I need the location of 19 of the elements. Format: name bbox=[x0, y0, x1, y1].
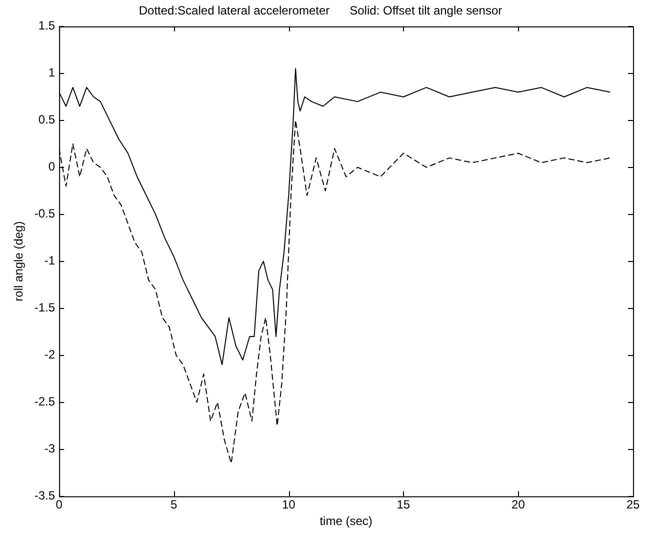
y-tick-label: -1.5 bbox=[34, 300, 56, 315]
y-tick-label: -2.5 bbox=[34, 394, 56, 409]
y-axis-title: roll angle (deg) bbox=[12, 221, 26, 302]
y-tick-label: -2 bbox=[44, 348, 56, 362]
y-tick-label: -3 bbox=[44, 442, 56, 456]
chart-title: Dotted:Scaled lateral accelerometer Solid: Offset tilt angle sensor bbox=[138, 4, 502, 18]
x-axis-title: time (sec) bbox=[320, 514, 372, 528]
x-tick-label: 20 bbox=[512, 498, 526, 512]
y-tick-label: 1 bbox=[48, 66, 56, 80]
x-tick-label: 25 bbox=[626, 498, 640, 512]
x-tick-label: 10 bbox=[282, 498, 296, 512]
y-tick-label: -1 bbox=[44, 254, 56, 268]
x-tick-label: 15 bbox=[396, 498, 410, 512]
y-tick-label: 0 bbox=[48, 160, 56, 174]
y-tick-label: -0.5 bbox=[34, 206, 56, 221]
y-tick-label: 0.5 bbox=[38, 112, 56, 127]
y-tick-label: -3.5 bbox=[34, 488, 56, 503]
x-tick-label: 5 bbox=[170, 498, 178, 512]
y-tick-label: 1.5 bbox=[38, 18, 56, 33]
